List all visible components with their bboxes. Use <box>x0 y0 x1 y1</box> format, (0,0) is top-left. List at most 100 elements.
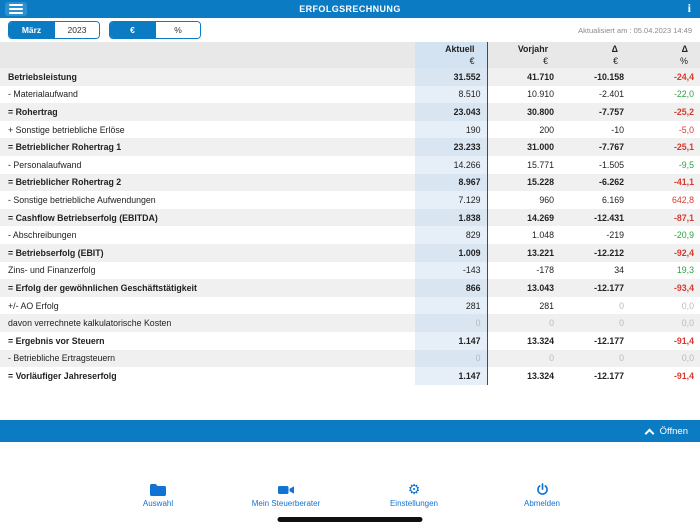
tab-label: Einstellungen <box>389 499 439 508</box>
table-row: - Betriebliche Ertragsteuern 0 0 0 0,0 <box>0 349 700 368</box>
percent-segment-button[interactable]: % <box>155 22 200 38</box>
info-icon[interactable]: i <box>687 1 691 15</box>
row-aktuell: 8.967 <box>415 173 488 192</box>
power-icon <box>536 482 549 497</box>
row-vorjahr: 13.324 <box>527 335 554 346</box>
table-row: = Betriebserfolg (EBIT) 1.009 13.221 -12… <box>0 243 700 262</box>
table-row: = Vorläufiger Jahreserfolg 1.147 13.324 … <box>0 367 700 385</box>
vorjahr-column-header: Vorjahr € <box>487 42 560 68</box>
row-delta: 34 <box>614 265 624 276</box>
report-table-body: Betriebsleistung 31.552 41.710 -10.158 -… <box>0 68 700 385</box>
row-delta: -12.177 <box>594 370 624 381</box>
row-delta: 0 <box>619 353 624 364</box>
row-delta: -10.158 <box>594 71 624 82</box>
row-label: = Erfolg der gewöhnlichen Geschäftstätig… <box>8 282 197 293</box>
table-row: = Betrieblicher Rohertrag 1 23.233 31.00… <box>0 138 700 156</box>
row-delta-pct: -22,0 <box>673 89 694 100</box>
page-title: ERFOLGSRECHNUNG <box>299 4 401 14</box>
row-label: = Vorläufiger Jahreserfolg <box>8 370 117 381</box>
row-vorjahr: 1.048 <box>531 230 554 241</box>
year-segment-button[interactable]: 2023 <box>54 22 99 38</box>
row-delta: -12.212 <box>594 247 624 258</box>
row-delta-pct: -92,4 <box>673 247 694 258</box>
row-aktuell: 1.838 <box>415 208 488 227</box>
tab-einstellungen[interactable]: ⚙ Einstellungen <box>379 481 449 509</box>
tab-auswahl[interactable]: Auswahl <box>123 482 193 508</box>
delta-eur-column-header: Δ € <box>560 42 630 68</box>
updated-timestamp: Aktualisiert am : 05.04.2023 14:49 <box>578 26 692 35</box>
row-vorjahr: 15.228 <box>527 177 554 188</box>
row-delta: 0 <box>619 300 624 311</box>
tab-label: Mein Steuerberater <box>251 499 321 508</box>
delta-pct-column-header: Δ % <box>630 42 700 68</box>
row-aktuell: 14.266 <box>415 155 488 174</box>
gear-icon: ⚙ <box>407 481 421 498</box>
row-delta: -7.757 <box>599 106 624 117</box>
row-delta-pct: 19,3 <box>676 265 694 276</box>
row-label: Zins- und Finanzerfolg <box>8 265 96 276</box>
row-delta: -12.177 <box>594 335 624 346</box>
row-vorjahr: 0 <box>549 318 554 329</box>
row-label: = Ergebnis vor Steuern <box>8 335 105 346</box>
row-label: - Abschreibungen <box>8 230 77 241</box>
report-table: Aktuell € Vorjahr € Δ € <box>0 42 700 385</box>
video-camera-icon <box>278 482 294 497</box>
tab-mein-steuerberater[interactable]: Mein Steuerberater <box>251 482 321 508</box>
row-aktuell: 281 <box>415 296 488 315</box>
row-vorjahr: 41.710 <box>527 71 554 82</box>
row-delta-pct: -91,4 <box>673 335 694 346</box>
tab-abmelden[interactable]: Abmelden <box>507 482 577 508</box>
row-vorjahr: 31.000 <box>527 142 554 153</box>
row-delta-pct: -91,4 <box>673 370 694 381</box>
hamburger-icon <box>9 4 23 6</box>
row-label: = Betriebserfolg (EBIT) <box>8 247 104 258</box>
row-label: = Rohertrag <box>8 106 58 117</box>
row-aktuell: 0 <box>415 314 488 332</box>
row-vorjahr: 15.771 <box>527 159 554 170</box>
tab-label: Abmelden <box>523 499 561 508</box>
currency-segment-button[interactable]: € <box>110 22 155 38</box>
table-header: Aktuell € Vorjahr € Δ € <box>0 42 700 68</box>
row-label: Betriebsleistung <box>8 71 77 82</box>
row-delta: 0 <box>619 318 624 329</box>
row-delta-pct: -9,5 <box>678 159 694 170</box>
month-segment-button[interactable]: März <box>9 22 54 38</box>
row-aktuell: 829 <box>415 226 488 244</box>
row-aktuell: 1.009 <box>415 243 488 262</box>
period-segmented-control: März 2023 <box>8 21 100 39</box>
hamburger-menu-button[interactable] <box>5 2 27 16</box>
row-delta-pct: -41,1 <box>673 177 694 188</box>
table-row: = Cashflow Betriebserfolg (EBITDA) 1.838… <box>0 208 700 227</box>
filter-toolbar: März 2023 € % Aktualisiert am : 05.04.20… <box>0 18 700 42</box>
row-vorjahr: -178 <box>536 265 554 276</box>
row-label: - Materialaufwand <box>8 89 78 100</box>
row-aktuell: 0 <box>415 349 488 368</box>
row-vorjahr: 13.221 <box>527 247 554 258</box>
row-aktuell: 1.147 <box>415 331 488 350</box>
unit-segmented-control: € % <box>109 21 201 39</box>
row-aktuell: 23.233 <box>415 138 488 156</box>
open-panel-button[interactable]: Öffnen <box>0 420 700 442</box>
row-aktuell: 1.147 <box>415 367 488 385</box>
row-aktuell: 190 <box>415 120 488 139</box>
row-vorjahr: 30.800 <box>527 106 554 117</box>
row-delta-pct: -20,9 <box>673 230 694 241</box>
row-delta-pct: -24,4 <box>673 71 694 82</box>
row-vorjahr: 0 <box>549 353 554 364</box>
row-aktuell: 7.129 <box>415 191 488 209</box>
row-delta: -12.431 <box>594 212 624 223</box>
row-delta-pct: 0,0 <box>681 353 694 364</box>
row-vorjahr: 10.910 <box>527 89 554 100</box>
table-row: +/- AO Erfolg 281 281 0 0,0 <box>0 296 700 315</box>
row-delta-pct: -87,1 <box>673 212 694 223</box>
row-label: +/- AO Erfolg <box>8 300 59 311</box>
row-delta: -7.767 <box>599 142 624 153</box>
bottom-tab-bar: Auswahl Mein Steuerberater ⚙ Einstellung… <box>0 482 700 518</box>
folder-icon <box>150 482 166 497</box>
row-delta: -12.177 <box>594 282 624 293</box>
table-row: Betriebsleistung 31.552 41.710 -10.158 -… <box>0 68 700 86</box>
aktuell-column-header: Aktuell € <box>415 42 488 68</box>
table-row: - Abschreibungen 829 1.048 -219 -20,9 <box>0 226 700 244</box>
tab-label: Auswahl <box>142 499 174 508</box>
